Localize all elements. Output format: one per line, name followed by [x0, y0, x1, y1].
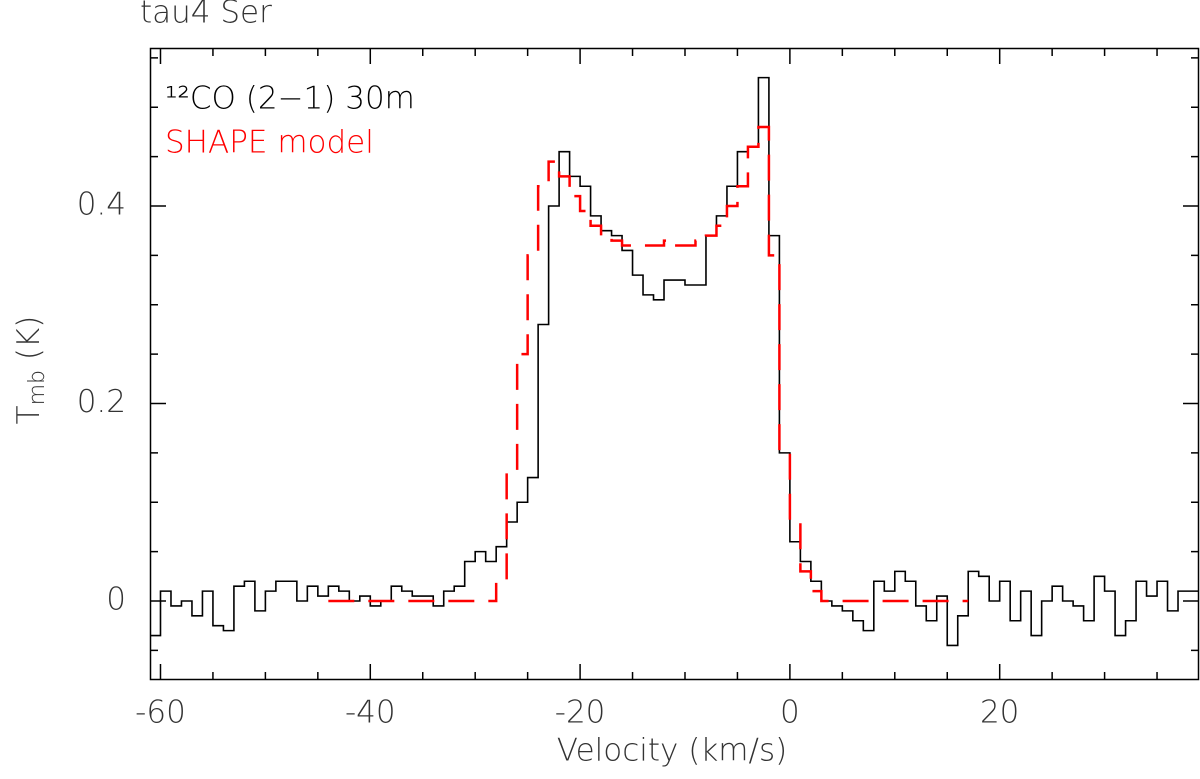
legend-entry: ¹²CO (2−1) 30m: [165, 81, 415, 117]
plot-frame: [149, 47, 1200, 681]
spectrum-line: [328, 125, 969, 603]
x-tick-label: -60: [135, 695, 186, 731]
x-tick-label: 20: [980, 695, 1019, 731]
x-tick-label: 0: [780, 695, 800, 731]
x-tick-label: -40: [345, 695, 396, 731]
y-axis-label-unit: (K): [11, 316, 47, 370]
plot-area: [150, 76, 1199, 647]
spectrum-line: [150, 76, 1199, 647]
y-tick-label: 0.2: [77, 384, 126, 420]
y-axis-label-sub: mb: [25, 370, 50, 405]
y-axis-label: Tmb (K): [11, 316, 51, 425]
chart-title: tau4 Ser: [140, 0, 272, 31]
y-tick-label: 0.4: [77, 187, 126, 223]
legend-entry: SHAPE model: [165, 125, 374, 161]
y-axis-label-main: T: [11, 405, 47, 424]
x-tick-label: -20: [555, 695, 606, 731]
x-axis-label: Velocity (km/s): [557, 733, 787, 769]
y-tick-label: 0: [106, 582, 126, 618]
